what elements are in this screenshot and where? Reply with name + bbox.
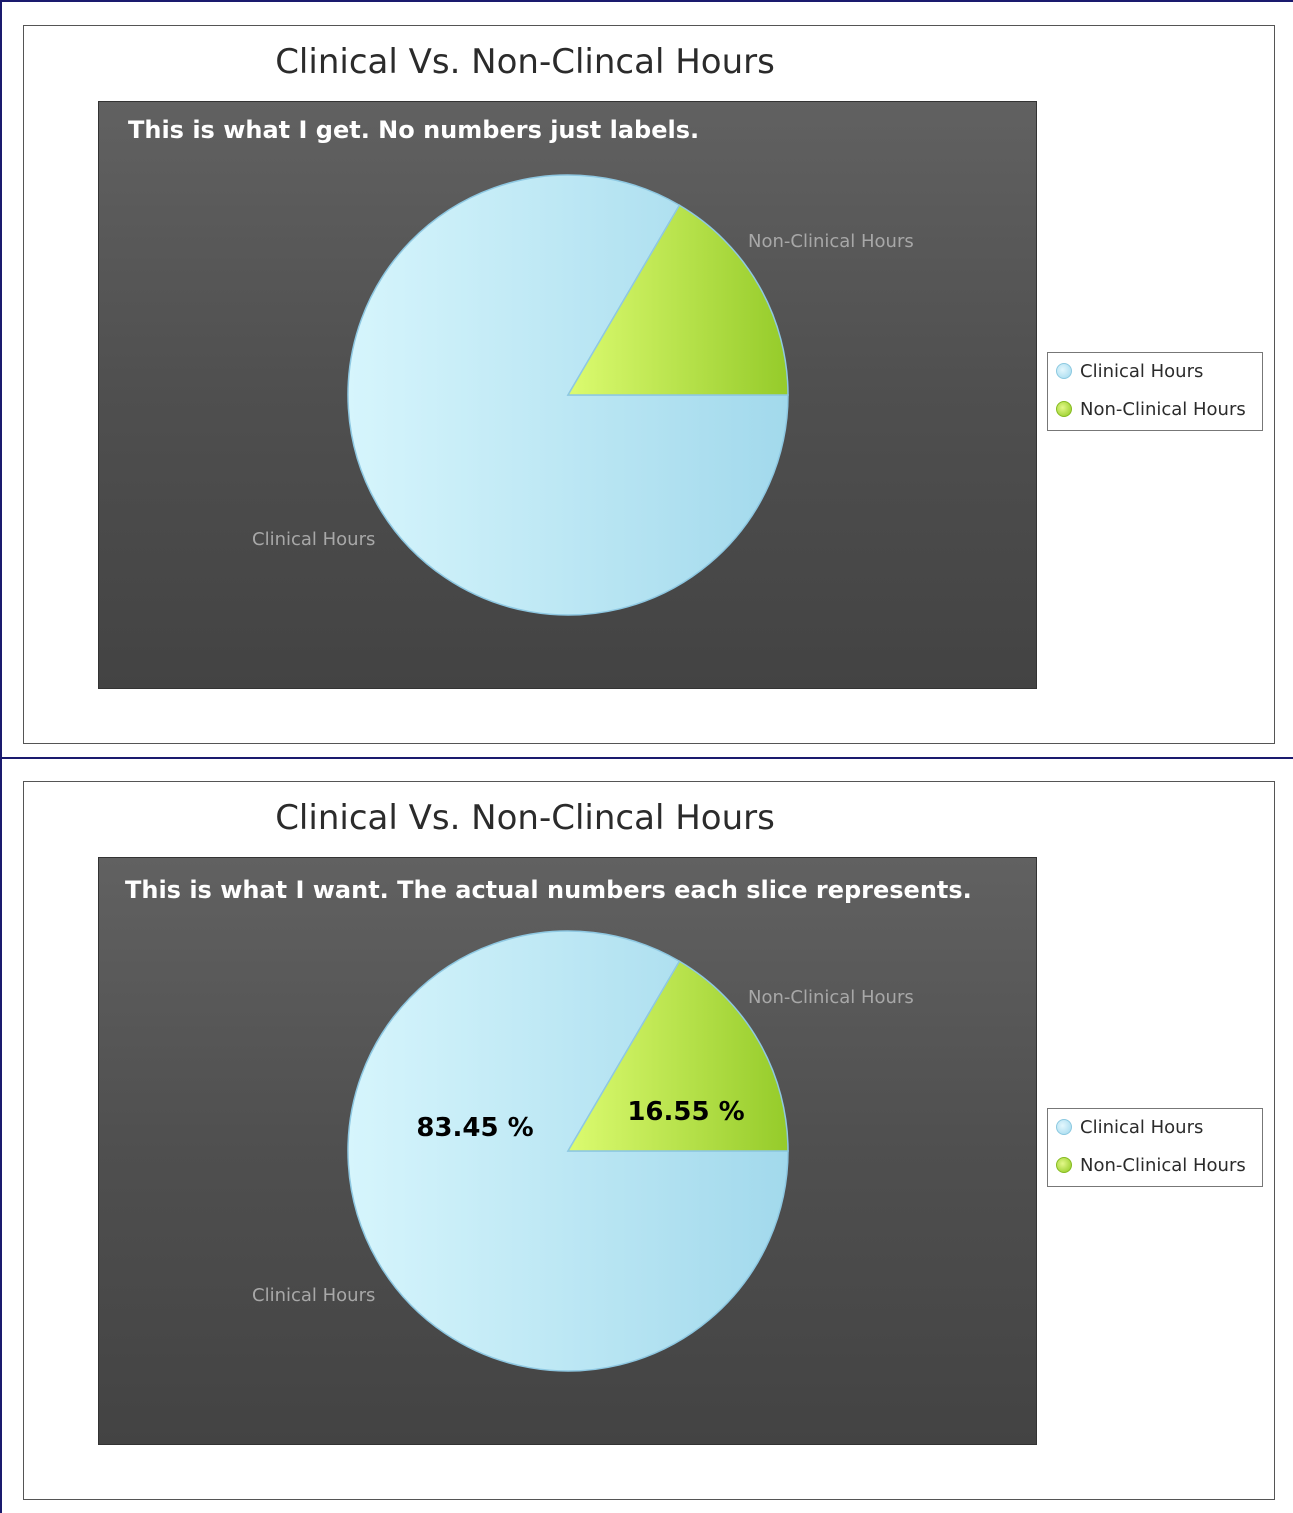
plot-area: This is what I get. No numbers just labe…	[98, 101, 1037, 689]
chart-frame-top	[0, 0, 1293, 760]
chart-title: Clinical Vs. Non-Clincal Hours	[275, 42, 775, 82]
chart-annotation: This is what I want. The actual numbers …	[125, 876, 972, 904]
legend-label: Non-Clinical Hours	[1080, 1154, 1246, 1176]
legend-item-non-clinical: Non-Clinical Hours	[1056, 397, 1246, 421]
slice-label-clinical: Clinical Hours	[252, 1285, 375, 1306]
legend-item-clinical: Clinical Hours	[1056, 1115, 1203, 1139]
slice-label-clinical: Clinical Hours	[252, 529, 375, 550]
pie-slice-non-clinical	[566, 960, 789, 1152]
chart-panel-bottom: Clinical Vs. Non-Clincal Hours This is w…	[23, 781, 1275, 1500]
legend: Clinical Hours Non-Clinical Hours	[1047, 352, 1263, 431]
legend-marker-non-clinical	[1056, 1157, 1072, 1173]
slice-value-clinical: 83.45 %	[416, 1113, 533, 1143]
chart-annotation: This is what I get. No numbers just labe…	[128, 116, 700, 144]
slice-label-non-clinical: Non-Clinical Hours	[748, 987, 914, 1008]
legend-marker-non-clinical	[1056, 401, 1072, 417]
chart-title: Clinical Vs. Non-Clincal Hours	[275, 798, 775, 838]
pie-chart: Clinical Hours Non-Clinical Hours	[252, 174, 914, 616]
chart-panel-top: Clinical Vs. Non-Clincal Hours This is w…	[23, 25, 1275, 744]
chart-frame-bottom	[0, 757, 1293, 1513]
legend: Clinical Hours Non-Clinical Hours	[1047, 1108, 1263, 1187]
plot-area: This is what I want. The actual numbers …	[98, 857, 1037, 1445]
slice-label-non-clinical: Non-Clinical Hours	[748, 231, 914, 252]
legend-marker-clinical	[1056, 1119, 1072, 1135]
legend-marker-clinical	[1056, 363, 1072, 379]
legend-label: Non-Clinical Hours	[1080, 398, 1246, 420]
legend-label: Clinical Hours	[1080, 360, 1204, 382]
legend-item-clinical: Clinical Hours	[1056, 359, 1203, 383]
legend-item-non-clinical: Non-Clinical Hours	[1056, 1153, 1246, 1177]
legend-label: Clinical Hours	[1080, 1116, 1204, 1138]
pie-chart: Clinical Hours Non-Clinical Hours 83.45 % 1…	[252, 930, 914, 1372]
pie-slice-non-clinical	[566, 204, 789, 396]
slice-value-non-clinical: 16.55 %	[627, 1097, 744, 1127]
